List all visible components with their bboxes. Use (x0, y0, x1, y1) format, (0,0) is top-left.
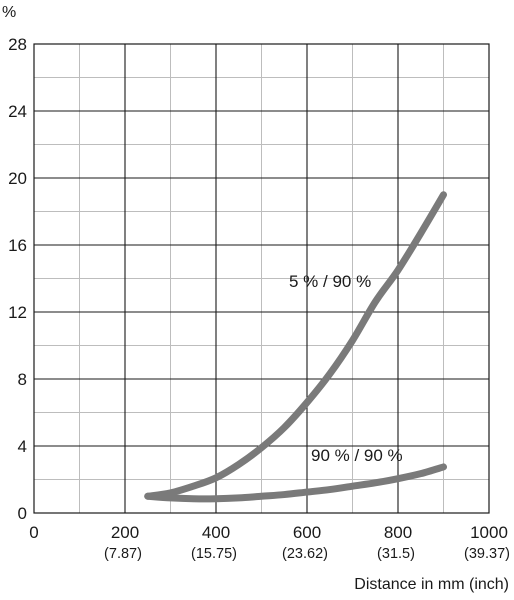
y-tick-label: 12 (8, 303, 27, 322)
x-tick-sublabel: (23.62) (282, 546, 328, 562)
y-tick-label: 16 (8, 236, 27, 255)
x-tick-label: 600 (293, 523, 321, 542)
series-lines (144, 191, 447, 503)
x-tick-label: 0 (29, 523, 38, 542)
series-label-5-90: 5 % / 90 % (289, 272, 371, 291)
y-tick-label: 28 (8, 35, 27, 54)
series-label-90-90: 90 % / 90 % (311, 446, 403, 465)
x-tick-sublabel: (39.37) (464, 546, 510, 562)
x-tick-sublabel: (31.5) (377, 546, 415, 562)
series-line-1 (144, 463, 447, 503)
y-tick-label: 24 (8, 102, 27, 121)
y-tick-label: 20 (8, 169, 27, 188)
minor-grid (34, 44, 489, 513)
y-tick-label: 4 (18, 437, 27, 456)
x-tick-sublabel: (7.87) (104, 546, 142, 562)
x-axis-ticks: 0 200 (7.87) 400 (15.75) 600 (23.62) 800 (31.5) 1… (29, 523, 510, 562)
series-line-0 (144, 191, 447, 500)
x-tick-sublabel: (15.75) (191, 546, 237, 562)
y-tick-label: 8 (18, 370, 27, 389)
x-tick-label: 800 (384, 523, 412, 542)
plot-frame (33, 43, 490, 514)
y-axis-label: % (2, 4, 16, 21)
y-tick-label: 0 (18, 504, 27, 523)
x-axis-label: Distance in mm (inch) (354, 576, 509, 593)
x-tick-label: 200 (111, 523, 139, 542)
x-tick-label: 1000 (470, 523, 508, 542)
x-tick-label: 400 (202, 523, 230, 542)
y-axis-ticks: 0 4 8 12 16 20 24 28 (8, 35, 27, 523)
